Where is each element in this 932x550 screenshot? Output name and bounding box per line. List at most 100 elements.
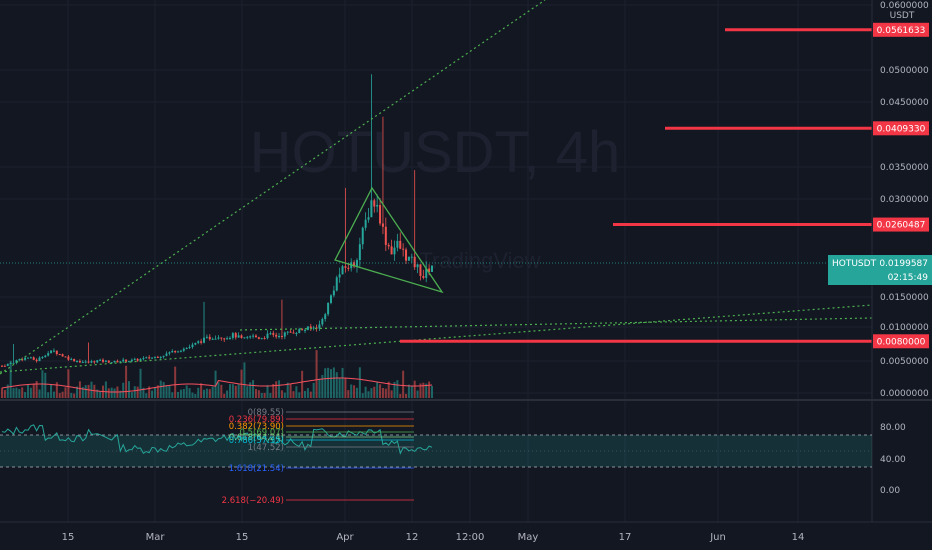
candle-body — [249, 336, 252, 338]
volume-bar — [228, 384, 231, 398]
time-tick-label: 14 — [792, 532, 805, 543]
volume-bar — [384, 388, 387, 398]
candle-body — [145, 357, 148, 359]
volume-bar — [226, 390, 229, 398]
price-tick-label: 0.0350000 — [880, 163, 929, 173]
volume-bar — [347, 390, 350, 398]
candle-body — [373, 200, 376, 207]
candle-body — [87, 361, 90, 363]
candle-body — [182, 348, 185, 351]
fib-level-label: 2.618(−20.49) — [222, 496, 284, 506]
volume-bar — [269, 393, 272, 398]
volume-bar — [78, 381, 81, 398]
candle-body — [113, 360, 116, 363]
volume-bar — [280, 390, 283, 398]
fib-level-label: 1.618(21.54) — [229, 464, 284, 474]
volume-bar — [272, 384, 275, 398]
volume-bar — [52, 391, 55, 398]
volume-bar — [119, 390, 122, 398]
volume-bar — [26, 384, 29, 398]
resistance-tag-label: 0.0080000 — [877, 337, 926, 347]
volume-bar — [99, 391, 102, 398]
candle-body — [416, 264, 419, 268]
candle-body — [81, 361, 84, 363]
volume-bar — [133, 386, 136, 398]
candle-body — [3, 365, 6, 367]
volume-bar — [142, 387, 145, 398]
volume-bar — [422, 382, 425, 398]
candle-body — [246, 336, 249, 338]
resistance-tag-bg — [873, 334, 929, 349]
volume-bar — [93, 384, 96, 398]
volume-bar — [431, 385, 433, 398]
volume-bar — [425, 383, 428, 398]
price-tick-label: 0.0150000 — [880, 293, 929, 303]
volume-bar — [107, 388, 110, 398]
candle-body — [168, 352, 171, 354]
volume-bar — [295, 386, 298, 398]
triangle-pattern[interactable] — [334, 186, 444, 294]
candle-body — [125, 359, 128, 362]
candle-body — [324, 314, 327, 320]
volume-bar — [29, 387, 32, 398]
volume-bar — [370, 388, 373, 398]
candle-body — [6, 363, 9, 366]
volume-bar — [410, 386, 413, 398]
volume-bar — [64, 387, 67, 398]
candle-body — [402, 248, 405, 250]
volume-bar — [361, 393, 364, 398]
price-tick-label: 0.0450000 — [880, 98, 929, 108]
candle-body — [99, 359, 102, 361]
fib-level-label: 0.618(64.24) — [229, 433, 284, 443]
rising-trendline[interactable] — [0, 0, 546, 375]
candle-body — [203, 337, 206, 343]
volume-bar — [122, 382, 125, 398]
time-tick-label: Jun — [709, 532, 726, 543]
svg-text:0.0199587: 0.0199587 — [879, 259, 928, 269]
candle-body — [35, 359, 38, 362]
volume-bar — [32, 383, 35, 398]
candle-body — [280, 336, 283, 338]
volume-bar — [145, 393, 148, 398]
candle-body — [200, 341, 203, 343]
candle-body — [211, 338, 214, 340]
volume-bar — [413, 380, 416, 398]
candle-body — [289, 331, 292, 333]
volume-bar — [399, 393, 402, 398]
rsi-axis-ticks: 80.00 40.00 0.00 — [880, 423, 906, 496]
candle-body — [26, 357, 29, 359]
resistance-lines[interactable] — [400, 28, 872, 343]
volume-bar — [174, 366, 177, 398]
lower-trendline[interactable] — [0, 304, 873, 373]
volume-bar — [393, 382, 396, 398]
candle-body — [153, 356, 156, 358]
volume-bar — [327, 367, 330, 398]
volume-bar — [18, 389, 21, 398]
volume-bar — [304, 390, 307, 398]
volume-bar — [324, 368, 327, 398]
candle-body — [260, 338, 263, 340]
volume-bar — [12, 388, 15, 398]
volume-bar — [246, 386, 249, 398]
volume-bar — [275, 381, 278, 398]
time-tick-label: 17 — [619, 532, 632, 543]
volume-bar — [252, 380, 255, 398]
volume-bar — [47, 392, 50, 398]
candle-body — [159, 356, 162, 358]
candle-body — [142, 358, 145, 360]
candle-body — [422, 275, 425, 278]
volume-bar — [217, 382, 220, 398]
volume-bar — [159, 380, 162, 398]
candle-body — [84, 361, 87, 363]
candle-body — [327, 302, 330, 315]
resistance-tag-label: 0.0561633 — [877, 26, 926, 36]
base-trendline[interactable] — [239, 317, 873, 331]
volume-bar — [338, 378, 341, 398]
resistance-tags: 0.0561633 0.0409330 0.0260487 0.0080000 — [873, 22, 929, 349]
candle-body — [390, 246, 393, 255]
time-tick-label: 15 — [62, 532, 75, 543]
candle-body — [425, 268, 428, 278]
volume-bar — [223, 393, 226, 398]
fib-extension[interactable]: 0(89.55)0.236(79.89)0.382(73.90)0.5(69.0… — [222, 408, 414, 506]
